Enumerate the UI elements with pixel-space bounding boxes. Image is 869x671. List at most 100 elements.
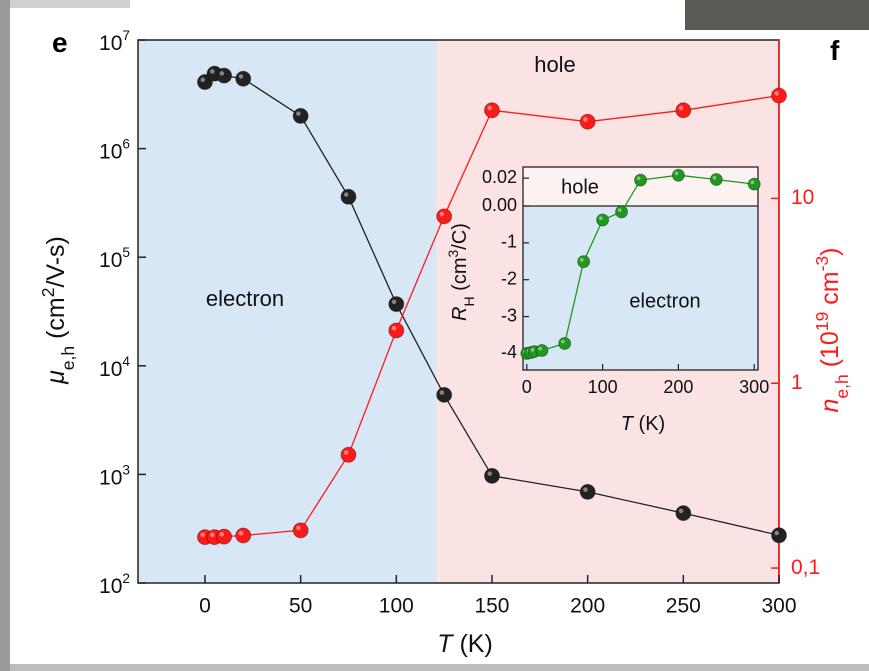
label-part: (cm <box>449 258 471 297</box>
label-part: (10 <box>816 331 844 374</box>
panel-label: f <box>830 35 840 66</box>
data-point <box>536 344 548 356</box>
label-part: /V-s) <box>42 236 70 287</box>
point-highlight <box>200 78 205 83</box>
tick-label: 0 <box>522 377 532 397</box>
tick-label: 0.02 <box>482 167 517 187</box>
label-part: n <box>816 399 844 413</box>
data-point <box>389 297 404 312</box>
tick-label-part: 10 <box>99 466 122 489</box>
data-point <box>580 484 595 499</box>
point-highlight <box>220 532 225 537</box>
point-highlight <box>296 526 301 531</box>
data-point <box>484 468 499 483</box>
data-point <box>672 169 684 181</box>
tick-label-power: 7 <box>122 28 130 43</box>
point-highlight <box>210 533 215 538</box>
point-highlight <box>599 216 603 220</box>
tick-label-part: 0,1 <box>791 556 820 579</box>
tick-label-part: 10 <box>99 140 122 163</box>
data-point <box>559 337 571 349</box>
tick-label: 10 <box>791 186 814 209</box>
bottom-frame <box>10 664 869 671</box>
label-part: /C) <box>449 223 471 250</box>
tick-label: 0.00 <box>482 195 517 215</box>
point-highlight <box>775 91 780 96</box>
tick-label: -2 <box>501 268 517 288</box>
label-part: 2 <box>38 288 58 298</box>
tick-label-part: 10 <box>99 357 122 380</box>
point-highlight <box>637 176 641 180</box>
point-highlight <box>618 208 622 212</box>
point-highlight <box>344 192 349 197</box>
point-highlight <box>675 172 679 176</box>
tick-label: 200 <box>663 377 693 397</box>
region-label: electron <box>206 286 284 311</box>
tick-label: 150 <box>474 595 509 618</box>
tick-label: -4 <box>501 342 517 362</box>
tick-label-part: 0.02 <box>482 167 517 187</box>
point-highlight <box>679 106 684 111</box>
tick-label: 0,1 <box>791 556 820 579</box>
tick-label-power: 6 <box>122 137 130 152</box>
tick-label-part: 10 <box>99 575 122 598</box>
tick-label: 50 <box>289 595 312 618</box>
point-highlight <box>583 487 588 492</box>
label-part: (cm <box>42 297 70 346</box>
tick-label-part: 10 <box>99 249 122 272</box>
point-highlight <box>392 326 397 331</box>
label-part: H <box>461 296 477 306</box>
label-part: R <box>449 307 471 321</box>
tick-label: 300 <box>761 595 796 618</box>
region-label: hole <box>561 176 599 198</box>
tick-label: 100 <box>588 377 618 397</box>
data-point <box>616 206 628 218</box>
left-frame <box>0 0 10 671</box>
point-highlight <box>220 71 225 76</box>
point-highlight <box>210 69 215 74</box>
tick-label: 1 <box>791 371 803 394</box>
point-highlight <box>538 347 542 351</box>
point-highlight <box>200 533 205 538</box>
data-point <box>772 528 787 543</box>
data-point <box>772 88 787 103</box>
photo-corner <box>685 0 869 30</box>
tick-label: -3 <box>501 305 517 325</box>
data-point <box>389 323 404 338</box>
data-point <box>437 387 452 402</box>
tick-label-power: 3 <box>122 463 130 478</box>
data-point <box>676 103 691 118</box>
data-point <box>236 528 251 543</box>
tick-label-power: 2 <box>122 571 130 586</box>
region <box>138 40 436 583</box>
point-highlight <box>296 111 301 116</box>
point-highlight <box>344 450 349 455</box>
data-point <box>710 174 722 186</box>
data-point <box>217 68 232 83</box>
point-highlight <box>561 340 565 344</box>
screenshot: e f electronhole050100150200250300102103… <box>0 0 869 671</box>
point-highlight <box>583 117 588 122</box>
point-highlight <box>751 181 755 185</box>
point-highlight <box>679 509 684 514</box>
page: {"panel_left": "e", "panel_right": "f", … <box>0 0 869 671</box>
region-label: hole <box>534 52 576 77</box>
panel-label: e <box>52 27 68 58</box>
data-point <box>293 523 308 538</box>
point-highlight <box>713 176 717 180</box>
x-axis-label: T (K) <box>621 413 665 435</box>
region-label: electron <box>629 290 700 312</box>
tick-label: -1 <box>501 232 517 252</box>
data-point <box>293 108 308 123</box>
tick-label: 300 <box>739 377 769 397</box>
top-frame <box>10 0 130 8</box>
point-highlight <box>239 531 244 536</box>
label-part: μ <box>42 370 70 385</box>
point-highlight <box>531 348 535 352</box>
label-part: ) <box>816 248 844 256</box>
data-point <box>580 114 595 129</box>
label-part: 3 <box>445 250 461 258</box>
tick-label: 100 <box>379 595 414 618</box>
data-point <box>578 256 590 268</box>
tick-label-part: 10 <box>99 32 122 55</box>
